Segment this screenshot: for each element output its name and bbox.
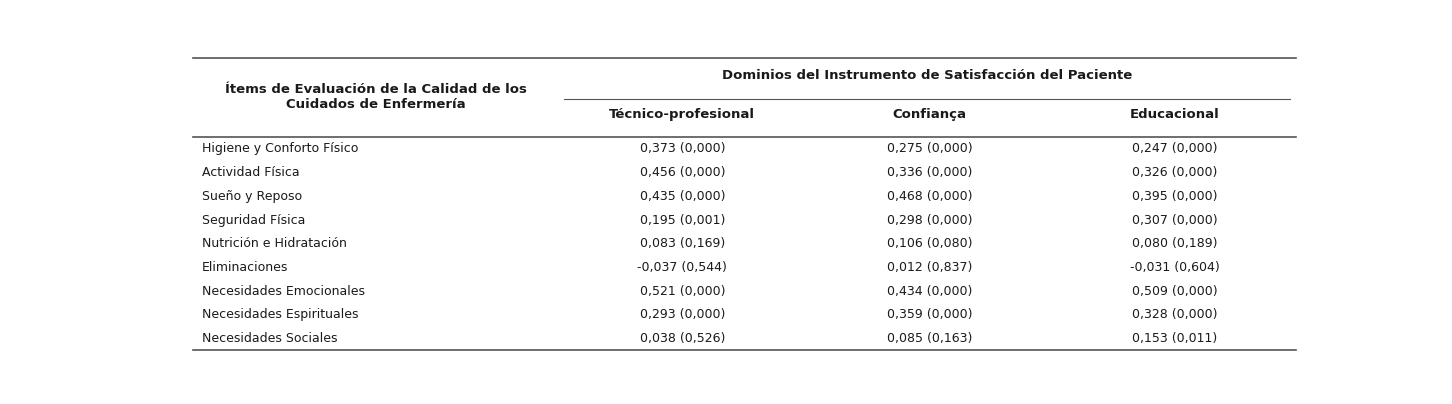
Text: 0,521 (0,000): 0,521 (0,000) [639, 284, 725, 297]
Text: Educacional: Educacional [1130, 108, 1220, 122]
Text: Seguridad Física: Seguridad Física [202, 213, 305, 227]
Text: 0,085 (0,163): 0,085 (0,163) [887, 332, 973, 345]
Text: 0,307 (0,000): 0,307 (0,000) [1131, 213, 1217, 227]
Text: Actividad Física: Actividad Física [202, 166, 299, 179]
Text: Necesidades Emocionales: Necesidades Emocionales [202, 284, 364, 297]
Text: Sueño y Reposo: Sueño y Reposo [202, 190, 302, 203]
Text: 0,195 (0,001): 0,195 (0,001) [639, 213, 725, 227]
Text: 0,456 (0,000): 0,456 (0,000) [639, 166, 725, 179]
Text: 0,326 (0,000): 0,326 (0,000) [1133, 166, 1217, 179]
Text: Nutrición e Hidratación: Nutrición e Hidratación [202, 237, 347, 250]
Text: 0,509 (0,000): 0,509 (0,000) [1131, 284, 1217, 297]
Text: 0,106 (0,080): 0,106 (0,080) [887, 237, 973, 250]
Text: 0,336 (0,000): 0,336 (0,000) [887, 166, 973, 179]
Text: 0,395 (0,000): 0,395 (0,000) [1131, 190, 1217, 203]
Text: Necesidades Espirituales: Necesidades Espirituales [202, 308, 359, 321]
Text: -0,037 (0,544): -0,037 (0,544) [637, 261, 727, 274]
Text: Ítems de Evaluación de la Calidad de los
Cuidados de Enfermería: Ítems de Evaluación de la Calidad de los… [225, 84, 527, 112]
Text: Dominios del Instrumento de Satisfacción del Paciente: Dominios del Instrumento de Satisfacción… [722, 69, 1133, 82]
Text: Necesidades Sociales: Necesidades Sociales [202, 332, 337, 345]
Text: 0,083 (0,169): 0,083 (0,169) [640, 237, 725, 250]
Text: 0,468 (0,000): 0,468 (0,000) [887, 190, 973, 203]
Text: 0,247 (0,000): 0,247 (0,000) [1131, 143, 1217, 156]
Text: 0,012 (0,837): 0,012 (0,837) [887, 261, 973, 274]
Text: 0,153 (0,011): 0,153 (0,011) [1133, 332, 1217, 345]
Text: 0,373 (0,000): 0,373 (0,000) [639, 143, 725, 156]
Text: Técnico-profesional: Técnico-profesional [610, 108, 755, 122]
Text: 0,080 (0,189): 0,080 (0,189) [1131, 237, 1217, 250]
Text: 0,359 (0,000): 0,359 (0,000) [887, 308, 973, 321]
Text: -0,031 (0,604): -0,031 (0,604) [1130, 261, 1220, 274]
Text: 0,293 (0,000): 0,293 (0,000) [639, 308, 725, 321]
Text: 0,434 (0,000): 0,434 (0,000) [887, 284, 973, 297]
Text: 0,435 (0,000): 0,435 (0,000) [639, 190, 725, 203]
Text: Higiene y Conforto Físico: Higiene y Conforto Físico [202, 143, 359, 156]
Text: Confiança: Confiança [893, 108, 967, 122]
Text: 0,328 (0,000): 0,328 (0,000) [1131, 308, 1217, 321]
Text: Eliminaciones: Eliminaciones [202, 261, 287, 274]
Text: 0,298 (0,000): 0,298 (0,000) [887, 213, 973, 227]
Text: 0,038 (0,526): 0,038 (0,526) [639, 332, 725, 345]
Text: 0,275 (0,000): 0,275 (0,000) [887, 143, 973, 156]
